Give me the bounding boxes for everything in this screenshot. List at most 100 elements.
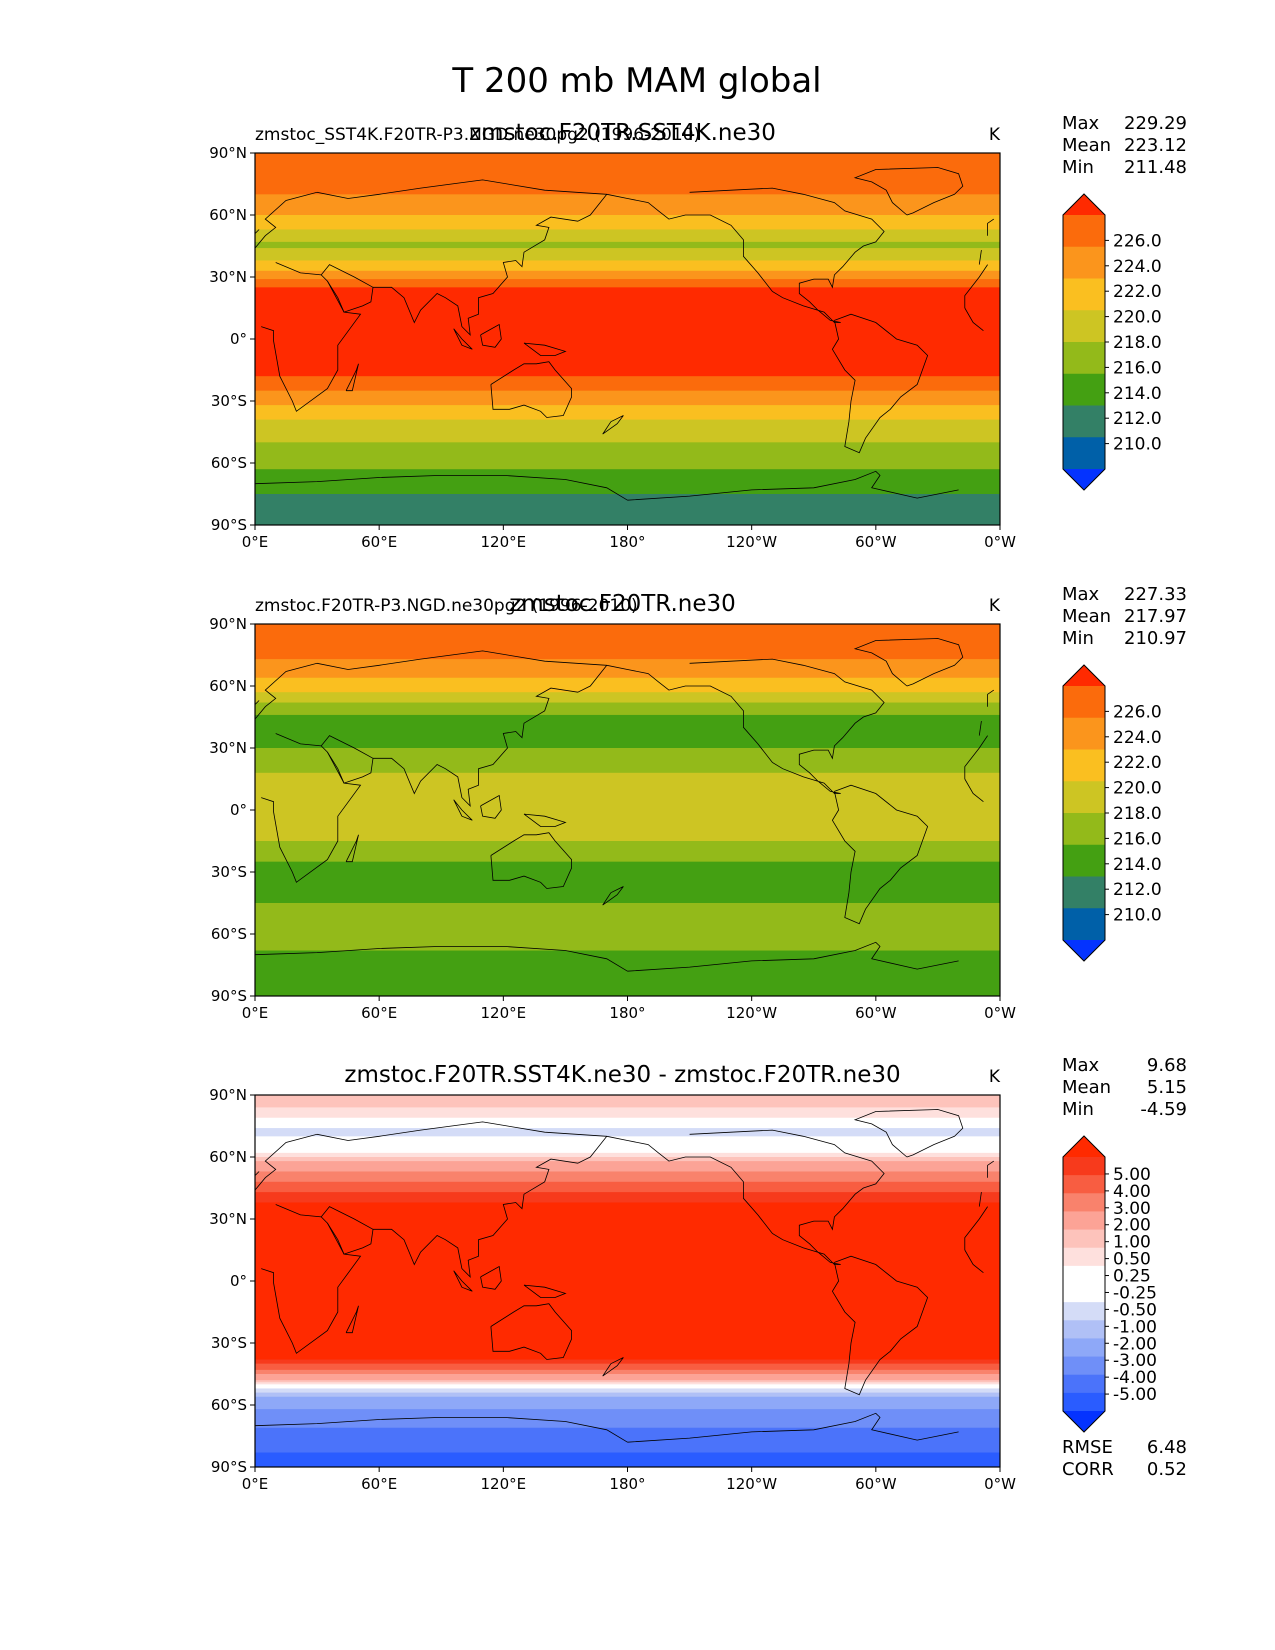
lat-tick-label: 90°S xyxy=(211,516,247,534)
colorbar-segment xyxy=(1063,1247,1105,1267)
stat-mean-label: Mean xyxy=(1062,606,1111,627)
panel-title: zmstoc.F20TR.SST4K.ne30 xyxy=(469,120,776,146)
colorbar-tick-label: 212.0 xyxy=(1113,409,1162,429)
contour-band xyxy=(255,1359,1000,1365)
coastline xyxy=(978,1192,982,1207)
colorbar-tick-label: 218.0 xyxy=(1113,333,1162,353)
colorbar-tick-label: -1.00 xyxy=(1113,1317,1157,1337)
contour-band xyxy=(255,1409,1000,1429)
contour-band xyxy=(255,677,1000,693)
contour-band xyxy=(255,248,1000,262)
contour-band xyxy=(255,1384,1000,1390)
stat-min-value: -4.59 xyxy=(1140,1099,1187,1120)
contour-band xyxy=(255,405,1000,421)
colorbar-tick-label: -5.00 xyxy=(1113,1385,1157,1405)
lon-tick-label: 120°W xyxy=(726,533,777,551)
coastline xyxy=(987,218,995,236)
stat-min-value: 210.97 xyxy=(1124,628,1187,649)
colorbar-segment xyxy=(1063,1320,1105,1339)
lat-tick-label: 30°S xyxy=(211,1334,247,1352)
coastline xyxy=(345,1305,359,1334)
panel-title: zmstoc.F20TR.ne30 xyxy=(509,591,736,617)
coastline xyxy=(255,1417,628,1443)
panel-1: 90°N 60°N 30°N 0° 30°S 60°S 90°S0°E 60°E 120°E 18… xyxy=(209,113,1187,551)
coastline xyxy=(261,1204,362,1354)
coastline xyxy=(480,323,502,348)
coastline xyxy=(627,470,959,501)
stat-mean-value: 223.12 xyxy=(1124,135,1187,156)
coastline xyxy=(627,941,959,972)
contour-band xyxy=(255,1427,1000,1454)
contour-band xyxy=(255,469,1000,495)
lat-tick-label: 30°N xyxy=(209,1210,247,1228)
colorbar-outline xyxy=(1062,193,1106,491)
coastline xyxy=(345,363,359,392)
colorbar: 226.0 224.0 222.0 220.0 218.0 216.0 214.0 212.0… xyxy=(1062,193,1162,491)
colorbar-segment xyxy=(1063,215,1105,248)
contour-band xyxy=(255,1171,1000,1183)
contour-band xyxy=(255,1192,1000,1204)
coastlines xyxy=(255,1109,995,1443)
colorbar-segment xyxy=(1063,908,1105,941)
colorbar-tick-label: 1.00 xyxy=(1113,1233,1151,1253)
colorbar-segment xyxy=(1063,342,1105,375)
colorbar-tick-label: 2.00 xyxy=(1113,1216,1151,1236)
lon-tick-label: 60°E xyxy=(361,533,397,551)
contour-band xyxy=(255,1369,1000,1375)
colorbar-segment xyxy=(1063,405,1105,438)
coastline xyxy=(453,799,473,821)
colorbar-tick-label: 210.0 xyxy=(1113,906,1162,926)
colorbar-tick-label: -4.00 xyxy=(1113,1368,1157,1388)
colorbar-tick-label: 224.0 xyxy=(1113,257,1162,277)
lon-tick-label: 180° xyxy=(609,533,645,551)
colorbar-segment xyxy=(1063,1302,1105,1321)
lat-tick-label: 60°N xyxy=(209,677,247,695)
lon-tick-label: 180° xyxy=(609,1004,645,1022)
lat-tick-label: 90°N xyxy=(209,144,247,162)
coastline xyxy=(853,167,964,216)
contour-band xyxy=(255,494,1000,525)
coastline xyxy=(978,721,982,736)
lat-tick-label: 60°S xyxy=(211,925,247,943)
figure-title: T 200 mb MAM global xyxy=(451,61,821,101)
coastline xyxy=(523,342,567,356)
contour-band xyxy=(255,1374,1000,1381)
stat-min-value: 211.48 xyxy=(1124,157,1187,178)
contour-band xyxy=(255,215,1000,231)
colorbar-extend-min xyxy=(1063,940,1105,961)
coastline xyxy=(831,313,929,454)
contour-band xyxy=(255,903,1000,952)
contour-band xyxy=(255,442,1000,470)
colorbar-segment xyxy=(1063,246,1105,279)
contour-band xyxy=(255,702,1000,716)
coastline xyxy=(964,778,984,803)
coastline xyxy=(320,264,374,313)
contour-band xyxy=(255,1095,1000,1108)
colorbar-segment xyxy=(1063,1392,1105,1412)
stat-max-value: 9.68 xyxy=(1147,1055,1187,1076)
coastline xyxy=(453,1270,473,1292)
lon-tick-label: 60°W xyxy=(855,533,897,551)
contour-band xyxy=(255,1128,1000,1137)
panel-source-label: zmstoc.F20TR-P3.NGD.ne30pg2 (1996-2010) xyxy=(255,596,638,616)
contour-band xyxy=(255,861,1000,904)
contour-band xyxy=(255,1181,1000,1193)
colorbar-segment xyxy=(1063,1265,1105,1285)
colorbar-tick-label: -2.00 xyxy=(1113,1334,1157,1354)
coastline xyxy=(523,1284,567,1298)
panel-title: zmstoc.F20TR.SST4K.ne30 - zmstoc.F20TR.n… xyxy=(344,1062,900,1088)
coastline xyxy=(853,1109,964,1158)
contour-band xyxy=(255,229,1000,243)
contour-band xyxy=(255,260,1000,272)
contour-band xyxy=(255,1152,1000,1158)
colorbar-segment xyxy=(1063,781,1105,814)
coastline xyxy=(320,1206,374,1255)
colorbar-extend-min xyxy=(1063,1411,1105,1432)
colorbar-outline xyxy=(1062,664,1106,962)
contour-band xyxy=(255,287,1000,377)
stat-corr-label: CORR xyxy=(1062,1459,1114,1480)
lon-tick-label: 0°W xyxy=(984,1004,1016,1022)
colorbar-segment xyxy=(1063,1175,1105,1194)
contour-band xyxy=(255,1157,1000,1162)
